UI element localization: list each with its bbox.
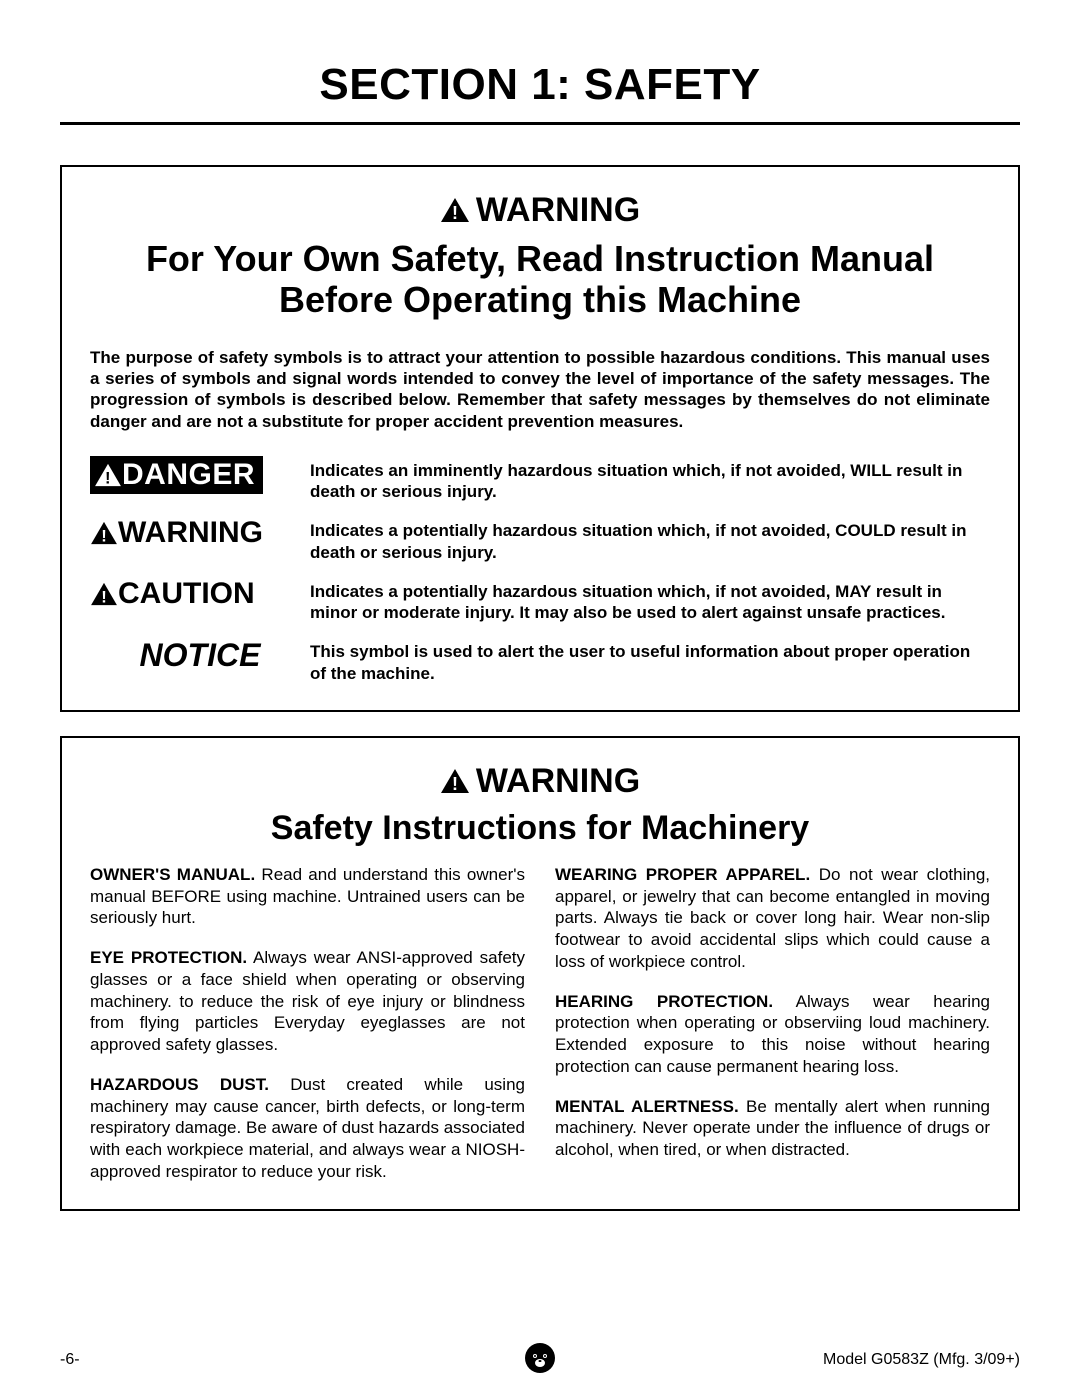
caution-label: ! CAUTION [90, 577, 255, 611]
bear-logo-icon [524, 1342, 556, 1374]
footer-logo [524, 1342, 556, 1379]
alert-triangle-icon: ! [90, 521, 118, 545]
para-apparel: WEARING PROPER APPAREL. Do not wear clot… [555, 864, 990, 973]
alert-triangle-icon: ! [440, 197, 470, 223]
warning-header-2: ! WARNING [90, 762, 990, 801]
warning-header-1: ! WARNING [90, 191, 990, 230]
symbol-row-notice: NOTICE This symbol is used to alert the … [90, 637, 990, 684]
notice-label-wrap: NOTICE [90, 637, 310, 674]
para-hazardous-dust: HAZARDOUS DUST. Dust created while using… [90, 1074, 525, 1183]
svg-text:!: ! [105, 468, 111, 487]
svg-text:!: ! [101, 587, 107, 606]
svg-text:!: ! [452, 774, 458, 794]
svg-text:!: ! [452, 203, 458, 223]
danger-label-wrap: ! DANGER [90, 456, 310, 494]
instruction-columns: OWNER'S MANUAL. Read and understand this… [90, 864, 990, 1183]
para-hearing: HEARING PROTECTION. Always wear hearing … [555, 991, 990, 1078]
box1-subhead: For Your Own Safety, Read Instruction Ma… [90, 238, 990, 321]
warning-label-text: WARNING [118, 516, 263, 550]
warning-label-wrap: ! WARNING [90, 516, 310, 550]
caution-label-wrap: ! CAUTION [90, 577, 310, 611]
page-footer: -6- Model G0583Z (Mfg. 3/09+) [60, 1351, 1020, 1369]
warning-label: ! WARNING [90, 516, 263, 550]
section-title: SECTION 1: SAFETY [60, 60, 1020, 125]
alert-triangle-icon: ! [440, 768, 470, 794]
warning-label-text: WARNING [476, 191, 640, 229]
page-number: -6- [60, 1351, 80, 1369]
para-mental: MENTAL ALERTNESS. Be mentally alert when… [555, 1096, 990, 1161]
notice-label: NOTICE [90, 637, 310, 674]
para-owners-manual: OWNER'S MANUAL. Read and understand this… [90, 864, 525, 929]
danger-desc: Indicates an imminently hazardous situat… [310, 456, 990, 503]
column-right: WEARING PROPER APPAREL. Do not wear clot… [555, 864, 990, 1183]
danger-badge: ! DANGER [90, 456, 263, 494]
svg-text:!: ! [101, 527, 107, 546]
warning-box-2: ! WARNING Safety Instructions for Machine… [60, 736, 1020, 1211]
symbol-row-danger: ! DANGER Indicates an imminently hazardo… [90, 456, 990, 503]
danger-label-text: DANGER [122, 458, 255, 492]
caution-label-text: CAUTION [118, 577, 255, 611]
para-eye-protection: EYE PROTECTION. Always wear ANSI-approve… [90, 947, 525, 1056]
column-left: OWNER'S MANUAL. Read and understand this… [90, 864, 525, 1183]
warning-label-text: WARNING [476, 762, 640, 800]
caution-desc: Indicates a potentially hazardous situat… [310, 577, 990, 624]
warning-desc: Indicates a potentially hazardous situat… [310, 516, 990, 563]
box2-subhead: Safety Instructions for Machinery [90, 809, 990, 848]
alert-triangle-icon: ! [90, 582, 118, 606]
box1-intro: The purpose of safety symbols is to attr… [90, 347, 990, 432]
symbol-row-warning: ! WARNING Indicates a potentially hazard… [90, 516, 990, 563]
alert-triangle-icon: ! [94, 463, 122, 487]
warning-box-1: ! WARNING For Your Own Safety, Read Instr… [60, 165, 1020, 712]
symbol-row-caution: ! CAUTION Indicates a potentially hazard… [90, 577, 990, 624]
model-number: Model G0583Z (Mfg. 3/09+) [823, 1351, 1020, 1369]
notice-desc: This symbol is used to alert the user to… [310, 637, 990, 684]
